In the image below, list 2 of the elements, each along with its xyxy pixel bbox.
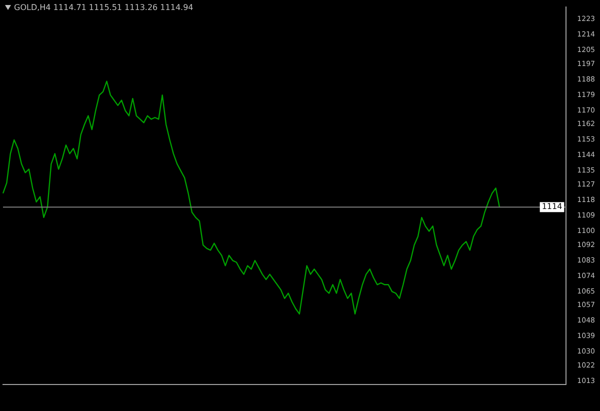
ref-line-label: 1114 [542, 202, 562, 212]
chart-title: GOLD,H4 1114.71 1115.51 1113.26 1114.94 [14, 3, 194, 12]
